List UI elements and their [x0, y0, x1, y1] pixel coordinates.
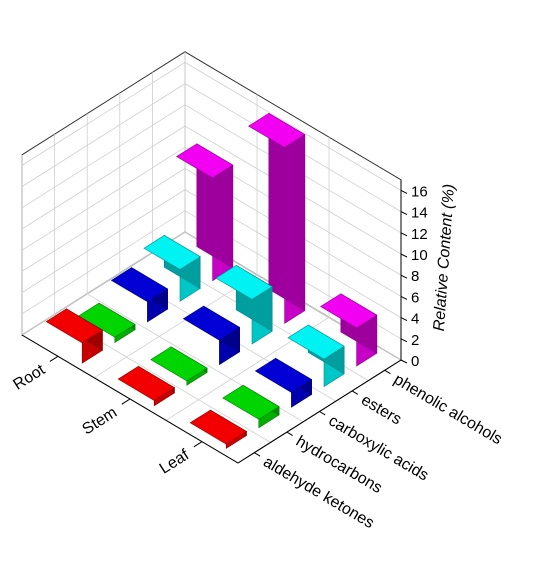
z-tick-label: 4	[411, 311, 419, 328]
gridline-back	[21, 62, 186, 166]
gridline-back	[21, 146, 186, 251]
gridline-back	[21, 104, 186, 209]
row-tick	[193, 441, 203, 448]
z-tick-label: 16	[411, 183, 428, 200]
bar-root-2	[110, 267, 169, 323]
gridline-back	[21, 125, 186, 230]
category-label: phenolic alcohols	[391, 371, 505, 448]
z-tick-label: 14	[411, 205, 428, 222]
z-tick-label: 2	[411, 332, 419, 349]
bars-layer	[45, 112, 378, 449]
z-tick-label: 8	[411, 268, 419, 285]
bar-leaf-4	[320, 293, 378, 367]
grid-layer	[21, 50, 402, 464]
z-tick	[400, 211, 408, 216]
bar-leaf-1	[222, 384, 280, 429]
z-tick	[400, 253, 408, 258]
bar-root-1	[78, 302, 136, 344]
bar-stem-0	[117, 365, 175, 407]
z-tick	[400, 359, 408, 364]
z-tick-label: 12	[411, 226, 428, 243]
bar-leaf-0	[189, 409, 247, 449]
category-tick	[254, 452, 261, 457]
z-tick	[400, 189, 408, 194]
category-tick	[351, 390, 359, 395]
gridline-side	[184, 62, 402, 191]
bar-stem-2	[182, 305, 241, 366]
bar-leaf-2	[254, 357, 313, 408]
bar-root-3	[143, 234, 201, 302]
z-tick-label: 6	[411, 289, 419, 306]
category-tick	[319, 411, 326, 416]
category-tick	[384, 369, 391, 375]
row-tick	[49, 355, 59, 362]
row-tick	[121, 398, 131, 405]
row-label: Stem	[79, 404, 120, 438]
z-tick	[400, 338, 408, 343]
bar-root-0	[45, 308, 103, 364]
category-tick	[286, 431, 293, 436]
gridline-back	[21, 210, 186, 315]
z-tick	[400, 317, 408, 322]
z-axis-title: Relative Content (%)	[431, 183, 458, 331]
category-label: aldehyde ketones	[260, 454, 377, 533]
z-tick-label: 0	[411, 353, 419, 370]
bar-stem-4	[248, 112, 306, 324]
row-label: Root	[10, 361, 48, 394]
z-tick	[400, 295, 408, 300]
gridline-back	[21, 83, 186, 187]
bar-stem-1	[150, 346, 208, 386]
bar-stem-3	[215, 264, 273, 345]
z-tick-label: 10	[411, 247, 428, 264]
bar-leaf-3	[287, 324, 345, 388]
gridline-back	[21, 189, 186, 293]
row-label: Leaf	[157, 446, 193, 477]
gridline-floor-v	[93, 274, 258, 379]
category-label: esters	[358, 392, 404, 429]
z-tick	[400, 232, 408, 237]
z-tick	[400, 274, 408, 279]
gridline-back	[21, 168, 186, 272]
bar-root-4	[176, 143, 234, 282]
